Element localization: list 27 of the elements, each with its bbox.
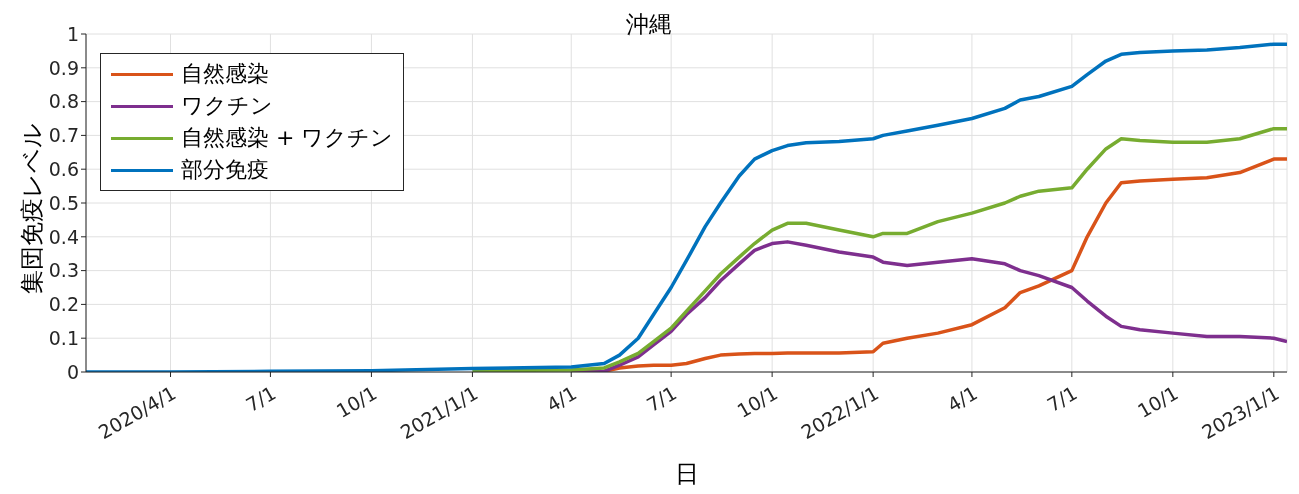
- y-tick-label: 0.7: [48, 124, 79, 147]
- y-tick-label: 1: [66, 22, 79, 45]
- legend-label: 自然感染: [181, 60, 269, 88]
- y-tick-label: 0.4: [48, 225, 79, 248]
- x-tick-label: 7/1: [642, 381, 681, 416]
- y-tick-label: 0.9: [48, 56, 79, 79]
- x-axis-title: 日: [674, 460, 699, 488]
- chart-title: 沖縄: [626, 11, 672, 37]
- y-axis-title: 集団免疫レベル: [18, 122, 46, 294]
- y-tick-label: 0.1: [48, 326, 79, 349]
- y-tick-label: 0.6: [48, 157, 79, 180]
- x-tick-label: 7/1: [241, 381, 280, 416]
- legend-label: ワクチン: [181, 92, 273, 120]
- x-tick-label: 10/1: [1133, 381, 1182, 422]
- y-tick-label: 0.5: [48, 191, 79, 214]
- line-series: [470, 126, 1287, 372]
- y-tick-label: 0.8: [48, 90, 79, 113]
- y-tick-label: 0.2: [48, 293, 79, 316]
- x-tick-label: 10/1: [733, 381, 782, 422]
- legend-label: 自然感染 + ワクチン: [181, 124, 394, 152]
- y-tick-label: 0: [66, 360, 79, 383]
- x-tick-label: 4/1: [542, 381, 581, 416]
- x-tick-label: 7/1: [1043, 381, 1081, 416]
- x-tick-label: 10/1: [332, 381, 381, 422]
- x-tick-label: 4/1: [943, 381, 981, 416]
- y-tick-label: 0.3: [48, 259, 79, 282]
- legend-label: 部分免疫: [181, 156, 269, 184]
